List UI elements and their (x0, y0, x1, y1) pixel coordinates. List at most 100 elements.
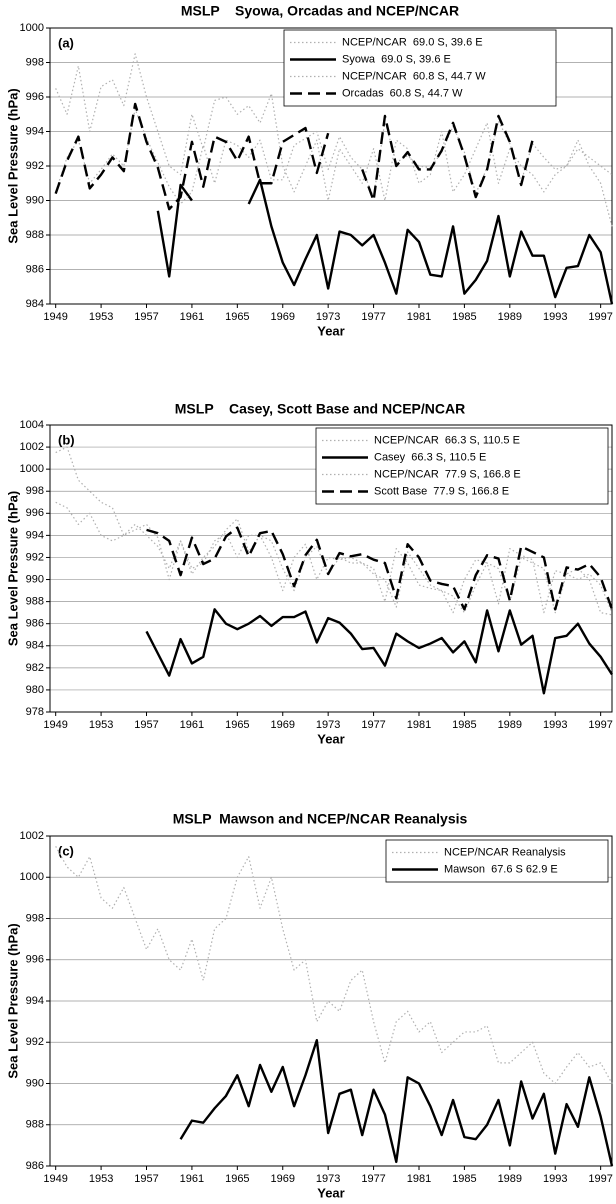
series-line (55, 446, 613, 614)
x-tick-label: 1993 (543, 719, 567, 731)
panel-label: (c) (58, 843, 74, 858)
x-tick-label: 1957 (134, 1173, 158, 1185)
chart-title: MSLP Mawson and NCEP/NCAR Reanalysis (173, 811, 468, 827)
x-tick-label: 1973 (316, 311, 340, 323)
y-tick-label: 1000 (20, 22, 44, 34)
series-line (55, 501, 613, 616)
y-tick-label: 978 (26, 706, 44, 718)
x-tick-label: 1985 (452, 719, 476, 731)
legend-label: NCEP/NCAR 69.0 S, 39.6 E (342, 36, 483, 48)
y-tick-label: 990 (26, 1077, 44, 1089)
y-tick-label: 986 (26, 1160, 44, 1172)
y-tick-label: 984 (26, 298, 44, 310)
x-axis-title: Year (317, 1185, 344, 1200)
chart-title: MSLP Syowa, Orcadas and NCEP/NCAR (181, 3, 459, 19)
series-line (146, 526, 614, 611)
x-tick-label: 1953 (89, 311, 113, 323)
y-tick-label: 1000 (20, 871, 44, 883)
x-tick-label: 1957 (134, 719, 158, 731)
y-tick-label: 1002 (20, 441, 44, 453)
x-tick-label: 1965 (225, 1173, 249, 1185)
legend-label: Mawson 67.6 S 62.9 E (444, 863, 558, 875)
y-tick-label: 988 (26, 596, 44, 608)
x-tick-label: 1953 (89, 719, 113, 731)
series-line (179, 1038, 614, 1167)
y-tick-label: 1000 (20, 463, 44, 475)
legend-label: NCEP/NCAR 60.8 S, 44.7 W (342, 70, 486, 82)
x-tick-label: 1965 (225, 719, 249, 731)
x-tick-label: 1953 (89, 1173, 113, 1185)
y-tick-label: 996 (26, 954, 44, 966)
y-tick-label: 986 (26, 618, 44, 630)
panel-label: (b) (58, 432, 75, 447)
legend-label: NCEP/NCAR Reanalysis (444, 846, 566, 858)
series-line (156, 178, 614, 305)
x-tick-label: 1997 (588, 1173, 612, 1185)
x-tick-label: 1965 (225, 311, 249, 323)
series-line (145, 608, 614, 695)
legend-label: NCEP/NCAR 77.9 S, 166.8 E (374, 468, 521, 480)
x-tick-label: 1949 (43, 311, 67, 323)
y-axis-title: Sea Level Pressure (hPa) (5, 491, 20, 646)
x-tick-label: 1989 (498, 719, 522, 731)
x-tick-label: 1981 (407, 1173, 431, 1185)
legend-label: Casey 66.3 S, 110.5 E (374, 451, 486, 463)
y-tick-label: 986 (26, 263, 44, 275)
x-tick-label: 1989 (498, 1173, 522, 1185)
y-tick-label: 988 (26, 229, 44, 241)
x-tick-label: 1997 (588, 311, 612, 323)
x-tick-label: 1957 (134, 311, 158, 323)
y-tick-label: 992 (26, 551, 44, 563)
legend-box (385, 839, 609, 883)
x-tick-label: 1961 (180, 719, 204, 731)
x-tick-label: 1989 (498, 311, 522, 323)
y-tick-label: 990 (26, 573, 44, 585)
y-axis-title: Sea Level Pressure (hPa) (5, 88, 20, 243)
x-tick-label: 1985 (452, 1173, 476, 1185)
plot-frame (49, 424, 613, 713)
y-tick-label: 1002 (20, 830, 44, 842)
legend-label: Scott Base 77.9 S, 166.8 E (374, 485, 509, 497)
y-tick-label: 996 (26, 91, 44, 103)
y-tick-label: 982 (26, 662, 44, 674)
legend-label: Orcadas 60.8 S, 44.7 W (342, 87, 463, 99)
y-tick-label: 1004 (20, 419, 44, 431)
x-tick-label: 1997 (588, 719, 612, 731)
x-tick-label: 1977 (361, 1173, 385, 1185)
x-axis-title: Year (317, 731, 344, 746)
x-tick-label: 1969 (271, 1173, 295, 1185)
y-tick-label: 994 (26, 995, 44, 1007)
x-tick-label: 1969 (271, 311, 295, 323)
y-tick-label: 998 (26, 56, 44, 68)
y-tick-label: 992 (26, 160, 44, 172)
y-tick-label: 984 (26, 640, 44, 652)
panel-label: (a) (58, 35, 74, 50)
series-line (55, 53, 613, 227)
y-tick-label: 998 (26, 485, 44, 497)
x-tick-label: 1993 (543, 1173, 567, 1185)
x-tick-label: 1949 (43, 719, 67, 731)
y-axis-title: Sea Level Pressure (hPa) (5, 923, 20, 1078)
x-tick-label: 1973 (316, 719, 340, 731)
x-tick-label: 1961 (180, 1173, 204, 1185)
x-tick-label: 1981 (407, 719, 431, 731)
y-tick-label: 980 (26, 684, 44, 696)
y-tick-label: 994 (26, 529, 44, 541)
x-tick-label: 1981 (407, 311, 431, 323)
x-tick-label: 1949 (43, 1173, 67, 1185)
legend-label: NCEP/NCAR 66.3 S, 110.5 E (374, 434, 520, 446)
y-tick-label: 994 (26, 125, 44, 137)
x-tick-label: 1977 (361, 719, 385, 731)
y-tick-label: 996 (26, 507, 44, 519)
series-line (54, 102, 534, 211)
x-tick-label: 1985 (452, 311, 476, 323)
x-tick-label: 1973 (316, 1173, 340, 1185)
y-tick-label: 990 (26, 194, 44, 206)
y-tick-label: 998 (26, 912, 44, 924)
x-tick-label: 1961 (180, 311, 204, 323)
x-tick-label: 1969 (271, 719, 295, 731)
plot-frame (49, 27, 613, 305)
series-line (55, 108, 613, 205)
legend-label: Syowa 69.0 S, 39.6 E (342, 53, 451, 65)
